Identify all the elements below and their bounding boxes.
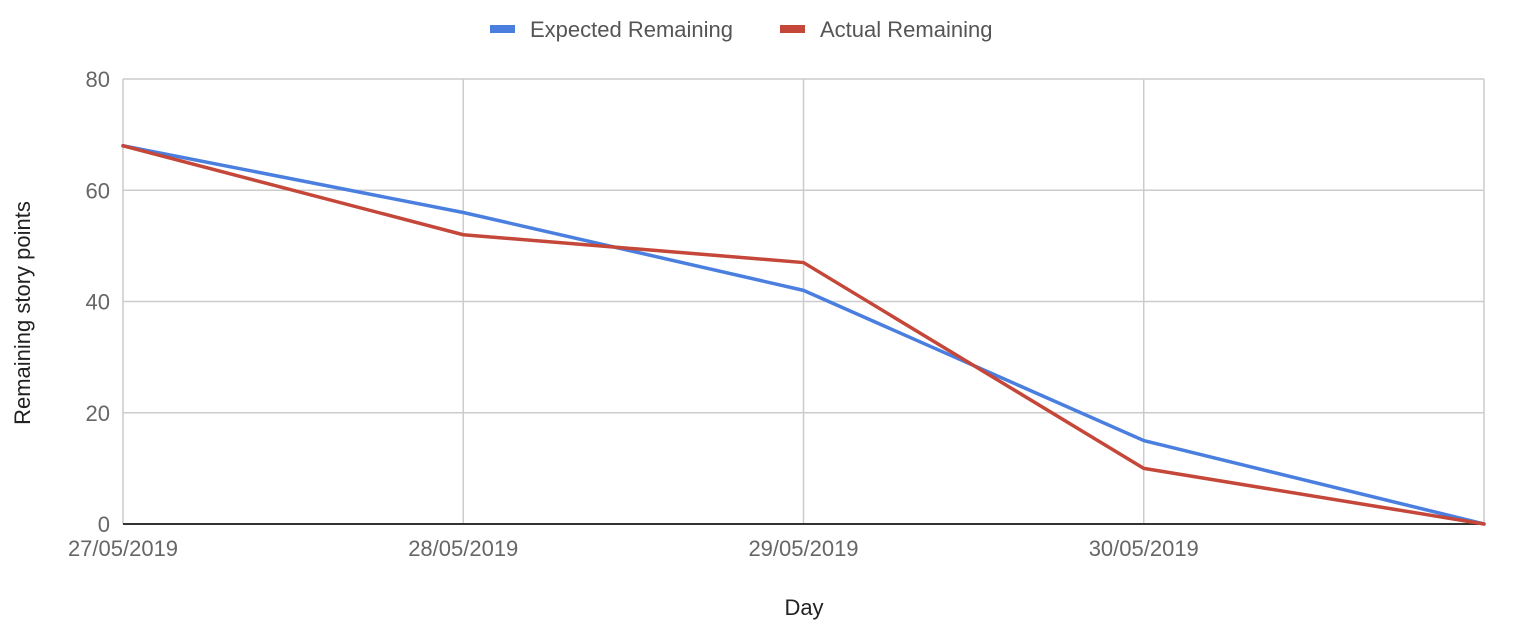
y-tick-label: 0 [98,512,110,537]
x-tick-label: 29/05/2019 [748,536,858,561]
legend-label: Actual Remaining [820,17,992,42]
grid-lines [122,78,1485,525]
legend-label: Expected Remaining [530,17,733,42]
legend: Expected Remaining Actual Remaining [490,17,992,42]
x-tick-label: 27/05/2019 [68,536,178,561]
y-axis-title: Remaining story points [10,201,35,425]
legend-swatch [490,25,515,33]
series-line-0 [121,144,1486,526]
x-tick-label: 28/05/2019 [408,536,518,561]
x-axis-title: Day [784,595,823,620]
y-tick-label: 60 [86,178,110,203]
series-lines [121,144,1486,526]
y-axis-ticks: 0 20 40 60 80 [86,67,110,537]
y-tick-label: 20 [86,401,110,426]
y-tick-label: 80 [86,67,110,92]
series-line-1 [121,144,1486,526]
x-axis-ticks: 27/05/2019 28/05/2019 29/05/2019 30/05/2019 [68,536,1199,561]
y-tick-label: 40 [86,290,110,315]
x-tick-label: 30/05/2019 [1089,536,1199,561]
legend-swatch [780,25,805,33]
